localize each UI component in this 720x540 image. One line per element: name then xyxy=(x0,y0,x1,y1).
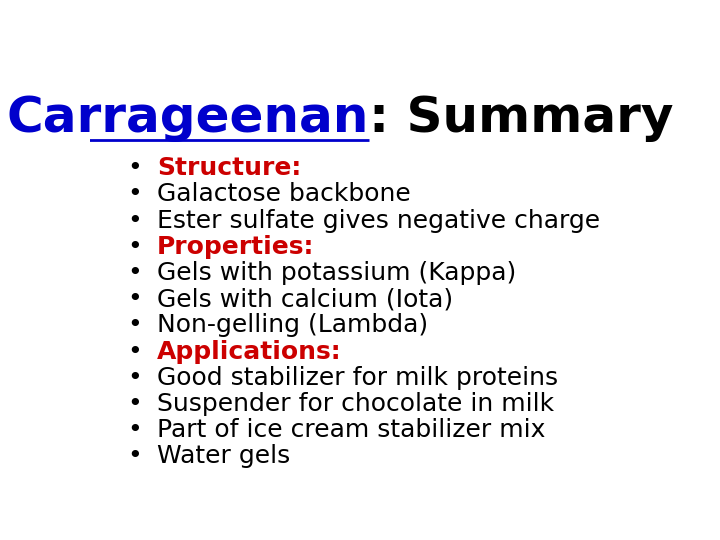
Text: •: • xyxy=(127,366,142,390)
Text: Good stabilizer for milk proteins: Good stabilizer for milk proteins xyxy=(157,366,558,390)
Text: •: • xyxy=(127,287,142,311)
Text: Structure:: Structure: xyxy=(157,156,301,180)
Text: •: • xyxy=(127,156,142,180)
Text: : Summary: : Summary xyxy=(369,94,673,142)
Text: •: • xyxy=(127,340,142,363)
Text: •: • xyxy=(127,183,142,206)
Text: Gels with calcium (Iota): Gels with calcium (Iota) xyxy=(157,287,453,311)
Text: Water gels: Water gels xyxy=(157,444,290,468)
Text: Applications:: Applications: xyxy=(157,340,341,363)
Text: •: • xyxy=(127,444,142,468)
Text: Properties:: Properties: xyxy=(157,235,315,259)
Text: •: • xyxy=(127,313,142,338)
Text: Part of ice cream stabilizer mix: Part of ice cream stabilizer mix xyxy=(157,418,545,442)
Text: •: • xyxy=(127,235,142,259)
Text: Carrageenan: Carrageenan xyxy=(6,94,369,142)
Text: Gels with potassium (Kappa): Gels with potassium (Kappa) xyxy=(157,261,516,285)
Text: •: • xyxy=(127,208,142,233)
Text: Suspender for chocolate in milk: Suspender for chocolate in milk xyxy=(157,392,554,416)
Text: •: • xyxy=(127,261,142,285)
Text: Ester sulfate gives negative charge: Ester sulfate gives negative charge xyxy=(157,208,600,233)
Text: •: • xyxy=(127,418,142,442)
Text: Non-gelling (Lambda): Non-gelling (Lambda) xyxy=(157,313,428,338)
Text: •: • xyxy=(127,392,142,416)
Text: Galactose backbone: Galactose backbone xyxy=(157,183,410,206)
